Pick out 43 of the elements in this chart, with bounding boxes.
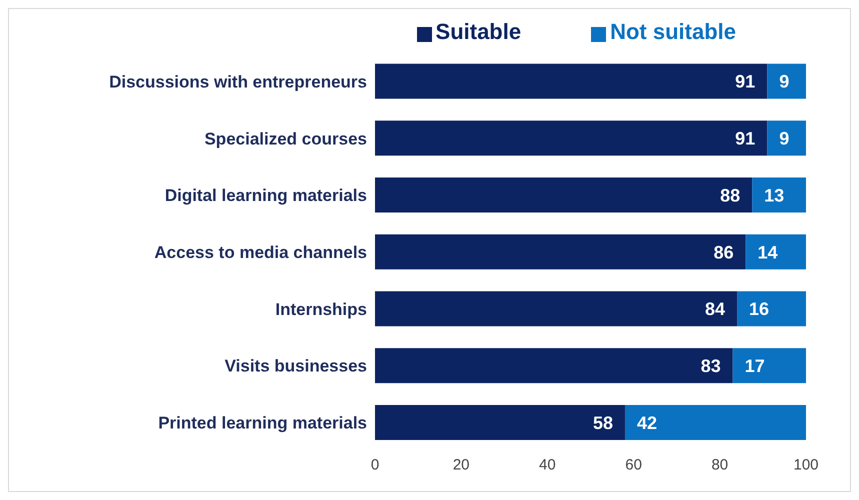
bar bbox=[737, 291, 806, 326]
legend-label: Suitable bbox=[436, 19, 522, 44]
bar bbox=[752, 178, 806, 213]
bar bbox=[767, 64, 806, 99]
data-label: 16 bbox=[749, 299, 770, 320]
y-tick-label: Specialized courses bbox=[204, 129, 367, 148]
bar bbox=[732, 348, 806, 384]
data-label: 91 bbox=[735, 128, 756, 149]
x-tick-label: 40 bbox=[539, 456, 556, 474]
bar bbox=[375, 291, 738, 326]
data-label: 13 bbox=[764, 185, 784, 206]
x-tick-label: 20 bbox=[452, 456, 470, 474]
bar bbox=[746, 234, 806, 270]
x-tick-label: 0 bbox=[370, 456, 380, 474]
bar bbox=[375, 64, 768, 99]
y-tick-label: Discussions with entrepreneurs bbox=[109, 72, 367, 92]
y-tick-label: Internships bbox=[275, 300, 367, 319]
y-tick-label: Digital learning materials bbox=[164, 186, 367, 206]
x-tick-label: 100 bbox=[793, 456, 819, 474]
x-tick-label: 60 bbox=[625, 456, 642, 474]
y-tick-label: Access to media channels bbox=[154, 243, 367, 262]
data-label: 88 bbox=[720, 185, 740, 206]
bar bbox=[624, 404, 806, 440]
data-label: 9 bbox=[779, 128, 790, 149]
x-tick-label: 80 bbox=[711, 456, 728, 474]
data-label: 91 bbox=[735, 72, 756, 92]
data-label: 58 bbox=[592, 412, 613, 433]
bar bbox=[375, 178, 752, 213]
legend-label: Not suitable bbox=[610, 19, 736, 44]
bar bbox=[375, 348, 733, 384]
bar bbox=[375, 234, 746, 270]
bar bbox=[375, 120, 768, 156]
data-label: 42 bbox=[636, 412, 658, 433]
y-tick-label: Printed learning materials bbox=[158, 414, 367, 433]
bar bbox=[375, 404, 625, 440]
y-tick-label: Visits businesses bbox=[224, 356, 367, 376]
data-label: 84 bbox=[705, 299, 726, 320]
data-label: 9 bbox=[779, 72, 790, 92]
data-label: 14 bbox=[758, 242, 778, 262]
data-label: 17 bbox=[744, 356, 765, 376]
data-label: 86 bbox=[714, 242, 734, 262]
data-label: 83 bbox=[700, 356, 721, 376]
bar bbox=[767, 120, 806, 156]
